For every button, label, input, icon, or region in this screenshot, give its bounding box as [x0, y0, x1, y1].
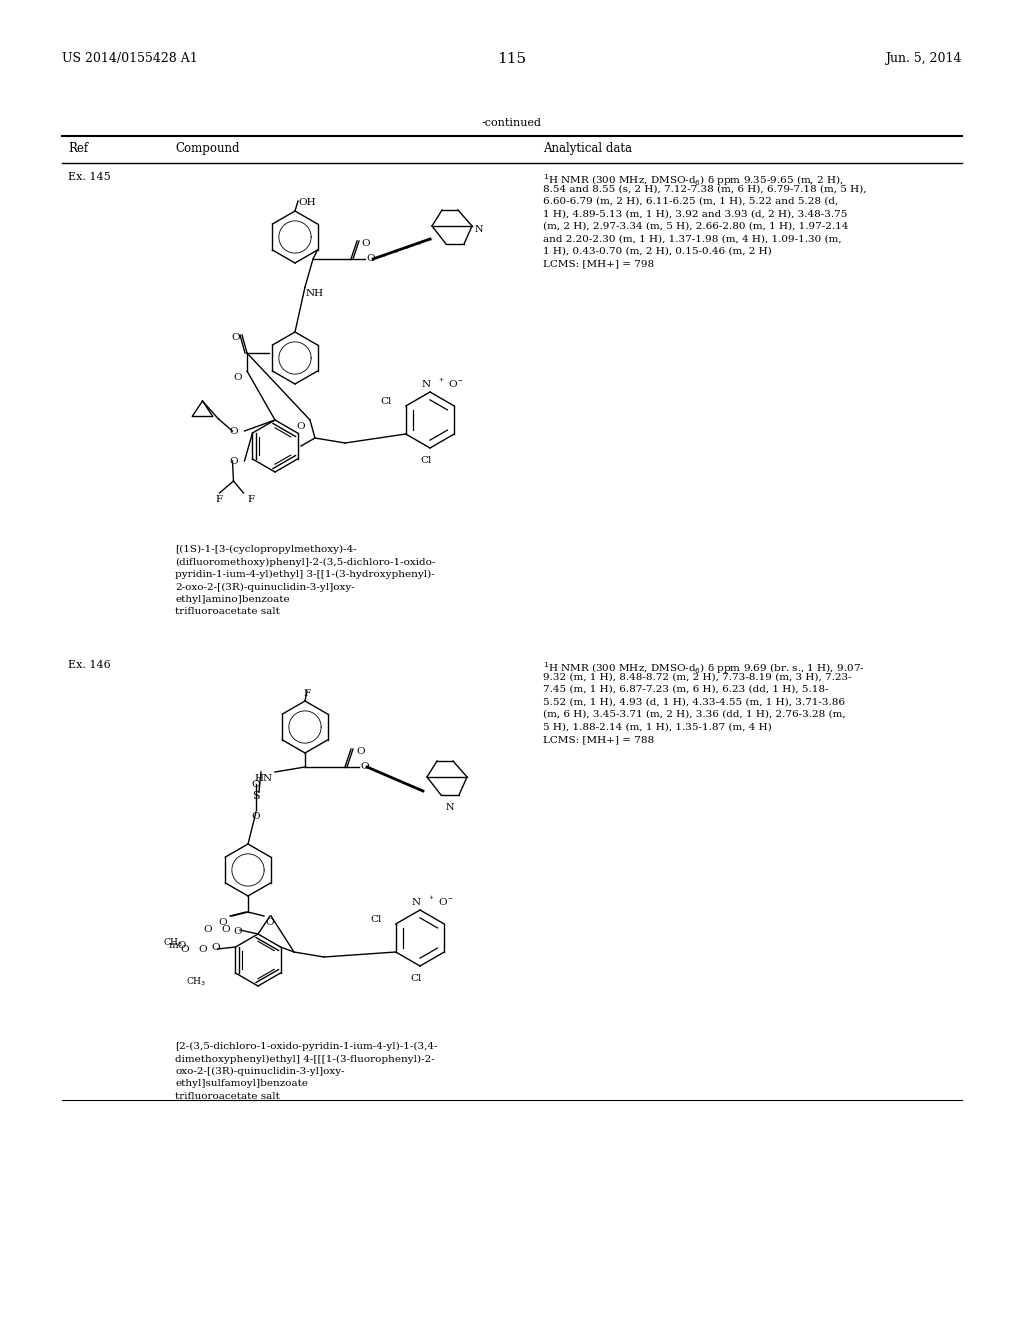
Text: 5 H), 1.88-2.14 (m, 1 H), 1.35-1.87 (m, 4 H): 5 H), 1.88-2.14 (m, 1 H), 1.35-1.87 (m, … [543, 722, 772, 731]
Text: HN: HN [255, 774, 273, 783]
Text: F: F [303, 689, 310, 698]
Text: LCMS: [MH+] = 788: LCMS: [MH+] = 788 [543, 735, 654, 744]
Text: O: O [221, 925, 230, 935]
Text: O: O [199, 945, 208, 953]
Text: dimethoxyphenyl)ethyl] 4-[[[1-(3-fluorophenyl)-2-: dimethoxyphenyl)ethyl] 4-[[[1-(3-fluorop… [175, 1055, 435, 1064]
Text: 2-oxo-2-[(3R)-quinuclidin-3-yl]oxy-: 2-oxo-2-[(3R)-quinuclidin-3-yl]oxy- [175, 582, 354, 591]
Text: O: O [181, 945, 189, 953]
Text: ethyl]sulfamoyl]benzoate: ethyl]sulfamoyl]benzoate [175, 1080, 308, 1089]
Text: US 2014/0155428 A1: US 2014/0155428 A1 [62, 51, 198, 65]
Text: Ex. 145: Ex. 145 [68, 172, 111, 182]
Text: LCMS: [MH+] = 798: LCMS: [MH+] = 798 [543, 260, 654, 268]
Text: $^{+}$: $^{+}$ [428, 896, 434, 904]
Text: O: O [229, 457, 239, 466]
Text: and 2.20-2.30 (m, 1 H), 1.37-1.98 (m, 4 H), 1.09-1.30 (m,: and 2.20-2.30 (m, 1 H), 1.37-1.98 (m, 4 … [543, 235, 842, 243]
Text: CH$_{3}$: CH$_{3}$ [185, 975, 206, 989]
Text: Cl: Cl [420, 455, 432, 465]
Text: -continued: -continued [482, 117, 542, 128]
Text: Jun. 5, 2014: Jun. 5, 2014 [886, 51, 962, 65]
Text: N: N [422, 380, 430, 389]
Text: 8.54 and 8.55 (s, 2 H), 7.12-7.38 (m, 6 H), 6.79-7.18 (m, 5 H),: 8.54 and 8.55 (s, 2 H), 7.12-7.38 (m, 6 … [543, 185, 866, 194]
Text: Ref: Ref [68, 143, 88, 154]
Text: O: O [356, 747, 365, 756]
Text: O: O [438, 898, 446, 907]
Text: F: F [248, 495, 255, 504]
Text: 9.32 (m, 1 H), 8.48-8.72 (m, 2 H), 7.73-8.19 (m, 3 H), 7.23-: 9.32 (m, 1 H), 8.48-8.72 (m, 2 H), 7.73-… [543, 672, 852, 681]
Text: pyridin-1-ium-4-yl)ethyl] 3-[[1-(3-hydroxyphenyl)-: pyridin-1-ium-4-yl)ethyl] 3-[[1-(3-hydro… [175, 570, 435, 579]
Text: oxo-2-[(3R)-quinuclidin-3-yl]oxy-: oxo-2-[(3R)-quinuclidin-3-yl]oxy- [175, 1067, 345, 1076]
Text: $^{1}$H NMR (300 MHz, DMSO-d$_{6}$) δ ppm 9.35-9.65 (m, 2 H),: $^{1}$H NMR (300 MHz, DMSO-d$_{6}$) δ pp… [543, 172, 844, 187]
Text: N: N [412, 898, 421, 907]
Text: 115: 115 [498, 51, 526, 66]
Text: 7.45 (m, 1 H), 6.87-7.23 (m, 6 H), 6.23 (dd, 1 H), 5.18-: 7.45 (m, 1 H), 6.87-7.23 (m, 6 H), 6.23 … [543, 685, 828, 694]
Text: trifluoroacetate salt: trifluoroacetate salt [175, 1092, 280, 1101]
Text: O: O [252, 812, 260, 821]
Text: (m, 2 H), 2.97-3.34 (m, 5 H), 2.66-2.80 (m, 1 H), 1.97-2.14: (m, 2 H), 2.97-3.34 (m, 5 H), 2.66-2.80 … [543, 222, 848, 231]
Text: Cl: Cl [380, 397, 392, 407]
Text: OH: OH [298, 198, 315, 207]
Text: $^{+}$: $^{+}$ [438, 378, 444, 385]
Text: O: O [233, 374, 242, 381]
Text: 1 H), 4.89-5.13 (m, 1 H), 3.92 and 3.93 (d, 2 H), 3.48-3.75: 1 H), 4.89-5.13 (m, 1 H), 3.92 and 3.93 … [543, 210, 848, 219]
Text: O: O [252, 780, 260, 789]
Text: trifluoroacetate salt: trifluoroacetate salt [175, 607, 280, 616]
Text: [(1S)-1-[3-(cyclopropylmethoxy)-4-: [(1S)-1-[3-(cyclopropylmethoxy)-4- [175, 545, 356, 554]
Text: NH: NH [306, 289, 325, 298]
Text: $^{1}$H NMR (300 MHz, DMSO-d$_{6}$) δ ppm 9.69 (br. s., 1 H), 9.07-: $^{1}$H NMR (300 MHz, DMSO-d$_{6}$) δ pp… [543, 660, 864, 676]
Text: Cl: Cl [371, 916, 382, 924]
Text: ethyl]amino]benzoate: ethyl]amino]benzoate [175, 595, 290, 605]
Text: O: O [231, 333, 240, 342]
Text: N: N [445, 803, 455, 812]
Text: O: O [296, 422, 305, 432]
Text: 5.52 (m, 1 H), 4.93 (d, 1 H), 4.33-4.55 (m, 1 H), 3.71-3.86: 5.52 (m, 1 H), 4.93 (d, 1 H), 4.33-4.55 … [543, 697, 845, 706]
Text: (m, 6 H), 3.45-3.71 (m, 2 H), 3.36 (dd, 1 H), 2.76-3.28 (m,: (m, 6 H), 3.45-3.71 (m, 2 H), 3.36 (dd, … [543, 710, 846, 719]
Text: O: O [233, 928, 243, 936]
Text: O: O [449, 380, 457, 389]
Text: O: O [361, 239, 370, 248]
Text: Compound: Compound [175, 143, 240, 154]
Text: O: O [360, 762, 369, 771]
Text: S: S [252, 791, 260, 801]
Text: 6.60-6.79 (m, 2 H), 6.11-6.25 (m, 1 H), 5.22 and 5.28 (d,: 6.60-6.79 (m, 2 H), 6.11-6.25 (m, 1 H), … [543, 197, 839, 206]
Text: 1 H), 0.43-0.70 (m, 2 H), 0.15-0.46 (m, 2 H): 1 H), 0.43-0.70 (m, 2 H), 0.15-0.46 (m, … [543, 247, 772, 256]
Text: $^{-}$: $^{-}$ [447, 896, 454, 904]
Text: O: O [218, 917, 227, 927]
Text: N: N [475, 226, 483, 235]
Text: O: O [211, 942, 220, 952]
Text: O: O [229, 426, 239, 436]
Text: (difluoromethoxy)phenyl]-2-(3,5-dichloro-1-oxido-: (difluoromethoxy)phenyl]-2-(3,5-dichloro… [175, 557, 435, 566]
Text: CH$_{3}$: CH$_{3}$ [163, 937, 183, 949]
Text: O: O [204, 925, 212, 935]
Text: Ex. 146: Ex. 146 [68, 660, 111, 671]
Text: $^{-}$: $^{-}$ [457, 378, 464, 385]
Text: Analytical data: Analytical data [543, 143, 632, 154]
Text: [2-(3,5-dichloro-1-oxido-pyridin-1-ium-4-yl)-1-(3,4-: [2-(3,5-dichloro-1-oxido-pyridin-1-ium-4… [175, 1041, 437, 1051]
Text: O: O [265, 917, 273, 927]
Text: Cl: Cl [411, 974, 422, 983]
Text: O: O [366, 253, 375, 263]
Text: F: F [215, 495, 222, 504]
Text: mO: mO [169, 940, 187, 949]
